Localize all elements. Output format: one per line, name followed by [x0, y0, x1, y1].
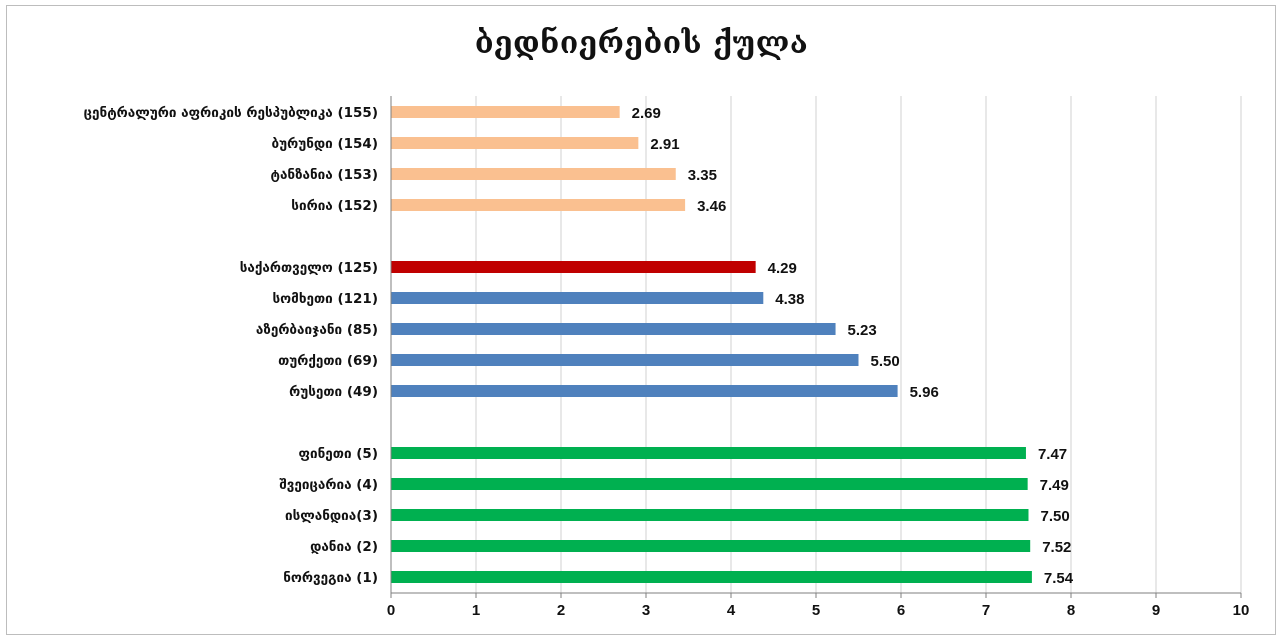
- x-tick-label: 9: [1152, 602, 1160, 619]
- category-label: რუსეთი (49): [289, 384, 378, 400]
- category-label: სომხეთი (121): [272, 291, 378, 307]
- category-label: ისლანდია(3): [285, 508, 378, 524]
- data-label: 3.35: [688, 167, 717, 184]
- category-label: აზერბაიჯანი (85): [256, 322, 378, 338]
- bar: [391, 571, 1032, 583]
- bar: [391, 447, 1026, 459]
- x-tick-label: 5: [812, 602, 820, 619]
- x-tick-label: 0: [387, 602, 395, 619]
- chart-title: ბედნიერების ქულა: [474, 26, 809, 61]
- category-label: თურქეთი (69): [278, 353, 378, 369]
- category-label: შვეიცარია (4): [279, 477, 378, 493]
- data-label: 7.54: [1044, 570, 1074, 587]
- category-label: საქართველო (125): [240, 260, 378, 276]
- chart-frame: [6, 5, 1276, 635]
- data-label: 2.91: [650, 136, 679, 153]
- bar: [391, 385, 898, 397]
- bar: [391, 168, 676, 180]
- bar: [391, 106, 620, 118]
- bar: [391, 540, 1031, 552]
- data-label: 5.96: [910, 384, 939, 401]
- data-label: 7.52: [1042, 539, 1071, 556]
- data-label: 4.38: [775, 291, 804, 308]
- data-label: 7.50: [1041, 508, 1070, 525]
- x-tick-label: 10: [1233, 602, 1250, 619]
- data-label: 3.46: [697, 198, 726, 215]
- bar: [391, 199, 686, 211]
- data-label: 7.47: [1038, 446, 1067, 463]
- bar: [391, 137, 639, 149]
- data-label: 2.69: [632, 105, 661, 122]
- bar: [391, 261, 756, 273]
- bar: [391, 354, 859, 366]
- category-label: ფინეთი (5): [299, 446, 379, 462]
- bar: [391, 509, 1029, 521]
- category-label: დანია (2): [310, 539, 378, 555]
- x-tick-label: 6: [897, 602, 905, 619]
- x-tick-label: 8: [1067, 602, 1075, 619]
- data-label: 5.50: [871, 353, 900, 370]
- category-label: სირია (152): [291, 198, 378, 214]
- data-label: 7.49: [1040, 477, 1069, 494]
- category-label: ბურუნდი (154): [272, 136, 378, 152]
- x-tick-label: 4: [727, 602, 736, 619]
- bar: [391, 323, 836, 335]
- data-label: 5.23: [848, 322, 877, 339]
- data-label: 4.29: [768, 260, 797, 277]
- bar: [391, 478, 1028, 490]
- bar: [391, 292, 764, 304]
- x-tick-label: 7: [982, 602, 990, 619]
- x-tick-label: 3: [642, 602, 650, 619]
- x-tick-label: 2: [557, 602, 565, 619]
- x-tick-label: 1: [472, 602, 480, 619]
- category-label: ტანზანია (153): [271, 167, 379, 183]
- category-label: ნორვეგია (1): [283, 570, 378, 586]
- category-label: ცენტრალური აფრიკის რესპუბლიკა (155): [84, 105, 378, 121]
